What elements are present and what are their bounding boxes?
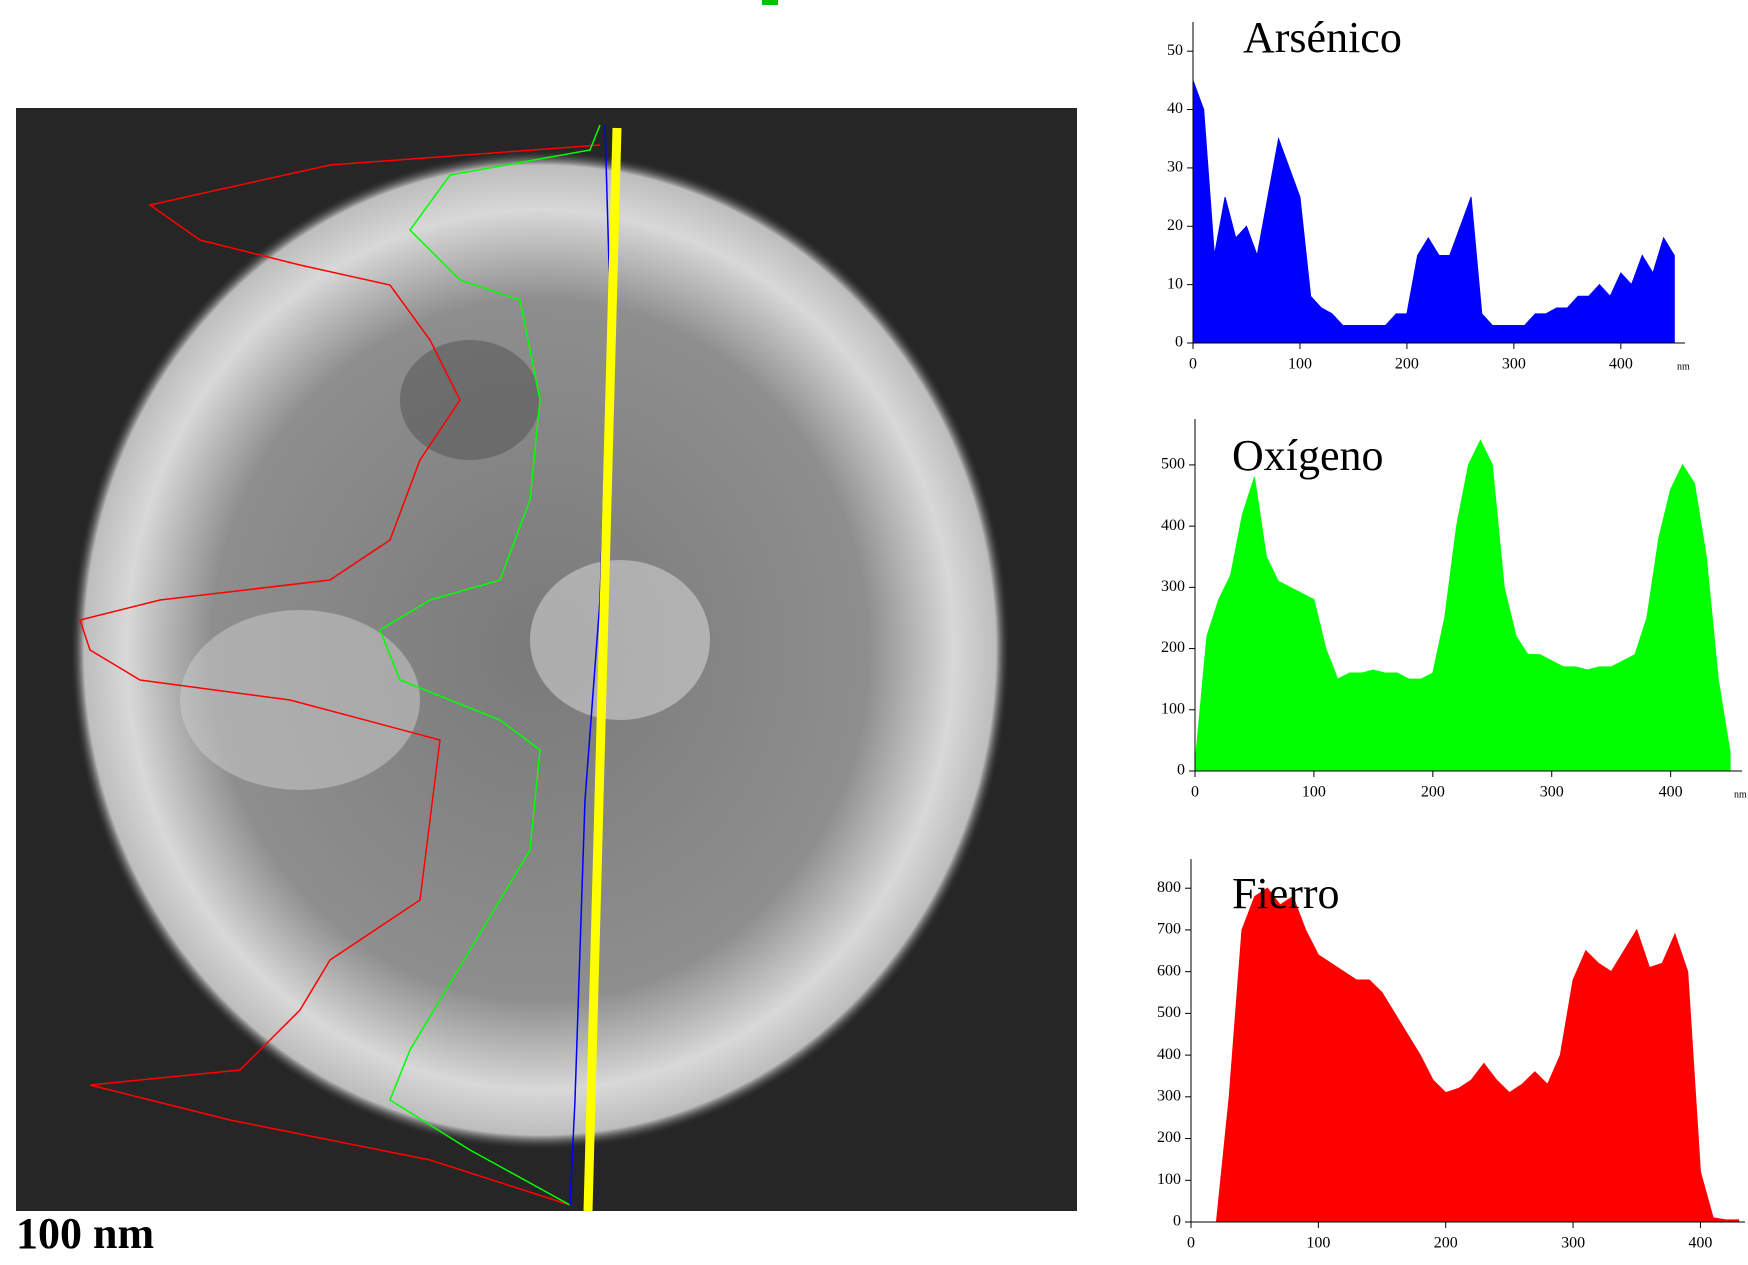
- y-tick-label: 200: [1161, 639, 1185, 656]
- chart-title: Oxígeno: [1232, 431, 1384, 480]
- x-tick-label: 0: [1191, 784, 1199, 801]
- x-tick-label: 100: [1306, 1235, 1330, 1252]
- area: [1191, 888, 1739, 1222]
- scale-bar: 100 nm: [16, 1209, 154, 1258]
- y-tick-label: 700: [1157, 921, 1181, 938]
- x-tick-label: 400: [1688, 1235, 1712, 1252]
- y-tick-label: 0: [1177, 762, 1185, 779]
- y-tick-label: 0: [1175, 334, 1183, 351]
- x-tick-label: 0: [1189, 356, 1197, 373]
- y-tick-label: 0: [1173, 1213, 1181, 1230]
- x-axis-unit: nm: [1734, 789, 1747, 800]
- x-tick-label: 300: [1540, 784, 1564, 801]
- y-tick-label: 300: [1157, 1087, 1181, 1104]
- y-tick-label: 100: [1161, 700, 1185, 717]
- area: [1193, 80, 1674, 343]
- y-tick-label: 30: [1167, 159, 1183, 176]
- x-tick-label: 200: [1421, 784, 1445, 801]
- chart-title: Arsénico: [1243, 13, 1402, 62]
- y-tick-label: 200: [1157, 1129, 1181, 1146]
- y-tick-label: 800: [1157, 879, 1181, 896]
- x-tick-label: 0: [1187, 1235, 1195, 1252]
- y-tick-label: 400: [1157, 1046, 1181, 1063]
- x-tick-label: 100: [1288, 356, 1312, 373]
- y-tick-label: 500: [1161, 456, 1185, 473]
- micrograph: [16, 0, 1077, 1211]
- x-tick-label: 300: [1561, 1235, 1585, 1252]
- x-tick-label: 100: [1302, 784, 1326, 801]
- y-tick-label: 40: [1167, 100, 1183, 117]
- y-tick-label: 20: [1167, 217, 1183, 234]
- y-tick-label: 10: [1167, 275, 1183, 292]
- y-tick-label: 50: [1167, 42, 1183, 59]
- y-tick-label: 600: [1157, 962, 1181, 979]
- y-tick-label: 400: [1161, 517, 1185, 534]
- page: {"scale_bar": "100 nm", "chart_data": [ …: [0, 0, 1748, 1260]
- x-tick-label: 400: [1659, 784, 1683, 801]
- area: [1195, 440, 1730, 771]
- x-tick-label: 200: [1434, 1235, 1458, 1252]
- figure: 100 nm 010203040500100200300400nmArsénic…: [0, 0, 1748, 1260]
- x-axis-unit: nm: [1677, 361, 1690, 372]
- chart-title: Fierro: [1232, 869, 1340, 918]
- x-tick-label: 200: [1395, 356, 1419, 373]
- y-tick-label: 100: [1157, 1171, 1181, 1188]
- x-tick-label: 400: [1609, 356, 1633, 373]
- y-tick-label: 300: [1161, 578, 1185, 595]
- x-tick-label: 300: [1502, 356, 1526, 373]
- y-tick-label: 500: [1157, 1004, 1181, 1021]
